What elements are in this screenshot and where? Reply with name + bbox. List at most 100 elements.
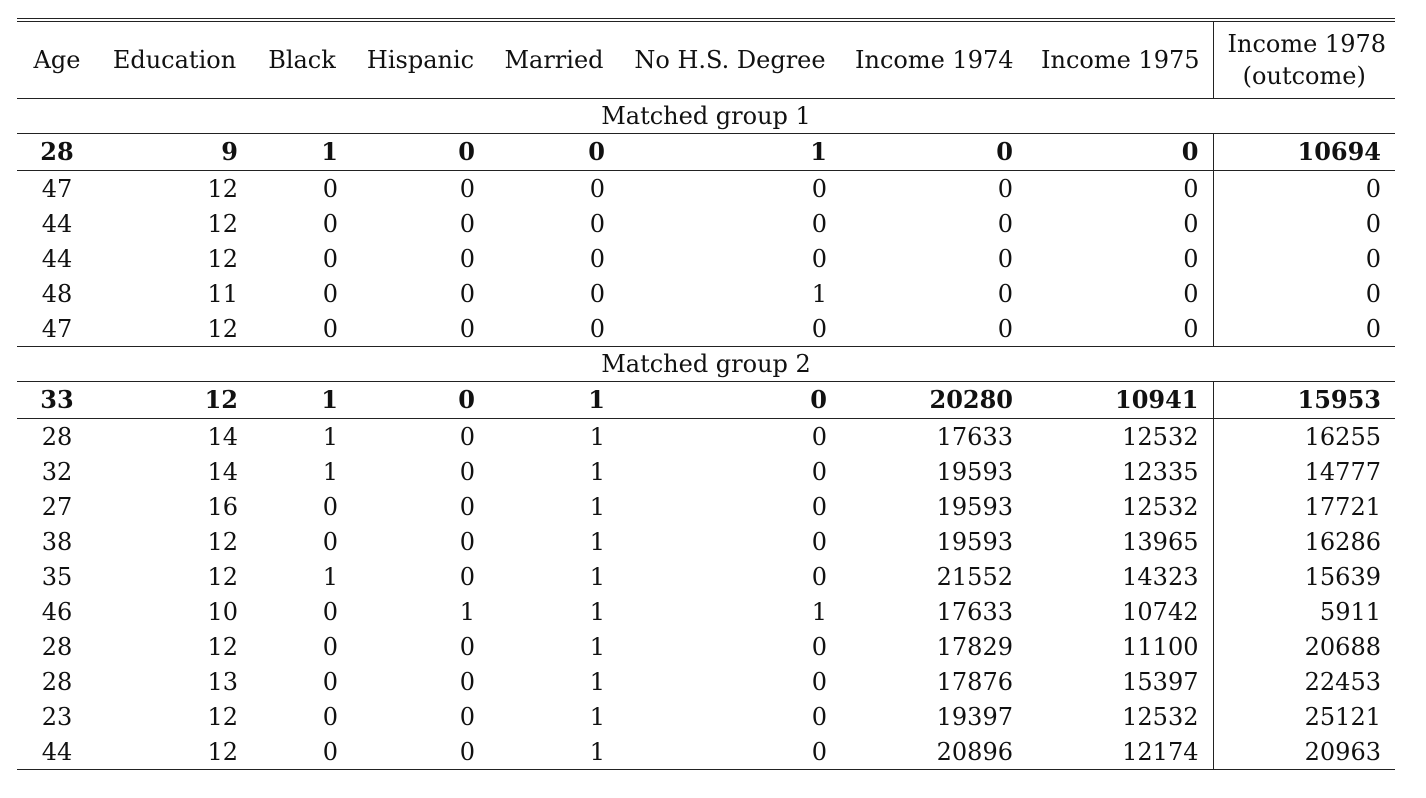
cell-income-1974: 17876 xyxy=(936,667,1013,696)
control-unit-row: 27 16 0 0 1 0 19593 12532 17721 xyxy=(17,489,1395,524)
matched-group-label-row: Matched group 2 xyxy=(17,346,1395,382)
cell-education: 14 xyxy=(207,457,238,486)
cell-income-1974: 17633 xyxy=(936,597,1013,626)
cell-age: 48 xyxy=(41,279,73,308)
cell-income-1974: 0 xyxy=(997,209,1013,238)
cell-married: 1 xyxy=(589,667,605,696)
cell-black: 0 xyxy=(322,527,338,556)
cell-hispanic: 0 xyxy=(459,457,475,486)
cell-education: 12 xyxy=(207,632,238,661)
column-header-no-hs-degree: No H.S. Degree xyxy=(619,18,841,99)
cell-age: 28 xyxy=(41,422,73,451)
cell-married: 1 xyxy=(589,702,605,731)
cell-income-1974: 19397 xyxy=(936,702,1013,731)
cell-no-hs-degree: 0 xyxy=(619,734,841,770)
column-header-income-1978: Income 1978 (outcome) xyxy=(1212,18,1395,99)
control-unit-row: 35 12 1 0 1 0 21552 14323 15639 xyxy=(17,559,1395,594)
cell-income-1978: 17721 xyxy=(1212,489,1395,524)
cell-income-1975: 0 xyxy=(1183,279,1199,308)
cell-no-hs-degree: 0 xyxy=(619,311,841,347)
cell-hispanic: 0 xyxy=(459,527,475,556)
cell-no-hs-degree: 0 xyxy=(811,174,827,203)
cell-income-1978: 0 xyxy=(1212,206,1395,241)
cell-hispanic: 0 xyxy=(459,422,475,451)
cell-income-1974: 19593 xyxy=(936,527,1013,556)
cell-hispanic: 0 xyxy=(352,311,489,347)
cell-income-1974: 17829 xyxy=(936,632,1013,661)
cell-hispanic: 0 xyxy=(459,244,475,273)
control-unit-row: 28 13 0 0 1 0 17876 15397 22453 xyxy=(17,664,1395,699)
cell-no-hs-degree: 0 xyxy=(811,667,827,696)
cell-married: 1 xyxy=(589,457,605,486)
cell-age: 35 xyxy=(41,562,73,591)
cell-income-1975: 10742 xyxy=(1122,597,1199,626)
cell-income-1978: 15639 xyxy=(1212,559,1395,594)
cell-income-1974: 0 xyxy=(997,244,1013,273)
cell-no-hs-degree: 0 xyxy=(811,527,827,556)
cell-age: 47 xyxy=(41,174,73,203)
cell-age: 28 xyxy=(41,632,73,661)
column-header-outcome-note: (outcome) xyxy=(1242,62,1366,90)
cell-black: 0 xyxy=(322,279,338,308)
cell-age: 27 xyxy=(41,492,73,521)
cell-income-1975: 15397 xyxy=(1122,667,1199,696)
cell-income-1974: 0 xyxy=(997,174,1013,203)
cell-black: 1 xyxy=(252,381,352,419)
cell-black: 0 xyxy=(322,667,338,696)
cell-education: 12 xyxy=(207,174,238,203)
cell-black: 0 xyxy=(322,632,338,661)
cell-black: 1 xyxy=(322,422,338,451)
cell-married: 1 xyxy=(589,527,605,556)
cell-hispanic: 1 xyxy=(459,597,475,626)
cell-black: 1 xyxy=(322,457,338,486)
cell-income-1974: 19593 xyxy=(936,492,1013,521)
cell-income-1975: 0 xyxy=(1183,209,1199,238)
cell-income-1975: 0 xyxy=(1027,311,1213,347)
control-unit-row: 46 10 0 1 1 1 17633 10742 5911 xyxy=(17,594,1395,629)
cell-income-1974: 0 xyxy=(841,311,1027,347)
control-unit-row: 44 12 0 0 1 0 20896 12174 20963 xyxy=(17,734,1395,770)
cell-income-1974: 21552 xyxy=(936,562,1013,591)
matched-group-label: Matched group 1 xyxy=(17,98,1395,134)
matched-group-label: Matched group 2 xyxy=(17,346,1395,382)
cell-no-hs-degree: 1 xyxy=(811,279,827,308)
cell-no-hs-degree: 0 xyxy=(619,381,841,419)
cell-income-1975: 12335 xyxy=(1122,457,1199,486)
cell-married: 1 xyxy=(589,597,605,626)
cell-black: 1 xyxy=(322,562,338,591)
cell-income-1978: 14777 xyxy=(1212,454,1395,489)
matched-groups-table: Age Education Black Hispanic Married No … xyxy=(17,18,1395,770)
cell-married: 0 xyxy=(589,279,605,308)
cell-married: 0 xyxy=(589,209,605,238)
cell-black: 0 xyxy=(322,244,338,273)
control-unit-row: 47 12 0 0 0 0 0 0 0 xyxy=(17,311,1395,347)
column-header-education: Education xyxy=(97,18,252,99)
cell-married: 0 xyxy=(489,311,619,347)
cell-age: 47 xyxy=(17,311,97,347)
cell-education: 10 xyxy=(207,597,238,626)
control-unit-row: 47 12 0 0 0 0 0 0 0 xyxy=(17,170,1395,206)
cell-hispanic: 0 xyxy=(459,492,475,521)
cell-age: 44 xyxy=(41,244,73,273)
cell-age: 28 xyxy=(41,667,73,696)
cell-married: 1 xyxy=(589,422,605,451)
cell-income-1978: 15953 xyxy=(1212,381,1395,419)
cell-income-1975: 0 xyxy=(1183,244,1199,273)
cell-income-1978: 20688 xyxy=(1212,629,1395,664)
cell-black: 0 xyxy=(322,702,338,731)
cell-hispanic: 0 xyxy=(352,734,489,770)
control-unit-row: 44 12 0 0 0 0 0 0 0 xyxy=(17,206,1395,241)
column-header-age: Age xyxy=(17,18,97,99)
control-unit-row: 28 12 0 0 1 0 17829 11100 20688 xyxy=(17,629,1395,664)
cell-black: 0 xyxy=(322,597,338,626)
cell-age: 46 xyxy=(41,597,73,626)
cell-married: 0 xyxy=(489,133,619,171)
cell-income-1975: 12532 xyxy=(1122,702,1199,731)
treated-unit-row: 33 12 1 0 1 0 20280 10941 15953 xyxy=(17,381,1395,419)
column-header-income-1974: Income 1974 xyxy=(841,18,1027,99)
cell-income-1978: 0 xyxy=(1212,241,1395,276)
control-unit-row: 48 11 0 0 0 1 0 0 0 xyxy=(17,276,1395,311)
cell-age: 33 xyxy=(17,381,97,419)
cell-income-1974: 17633 xyxy=(936,422,1013,451)
cell-income-1978: 16255 xyxy=(1212,418,1395,454)
